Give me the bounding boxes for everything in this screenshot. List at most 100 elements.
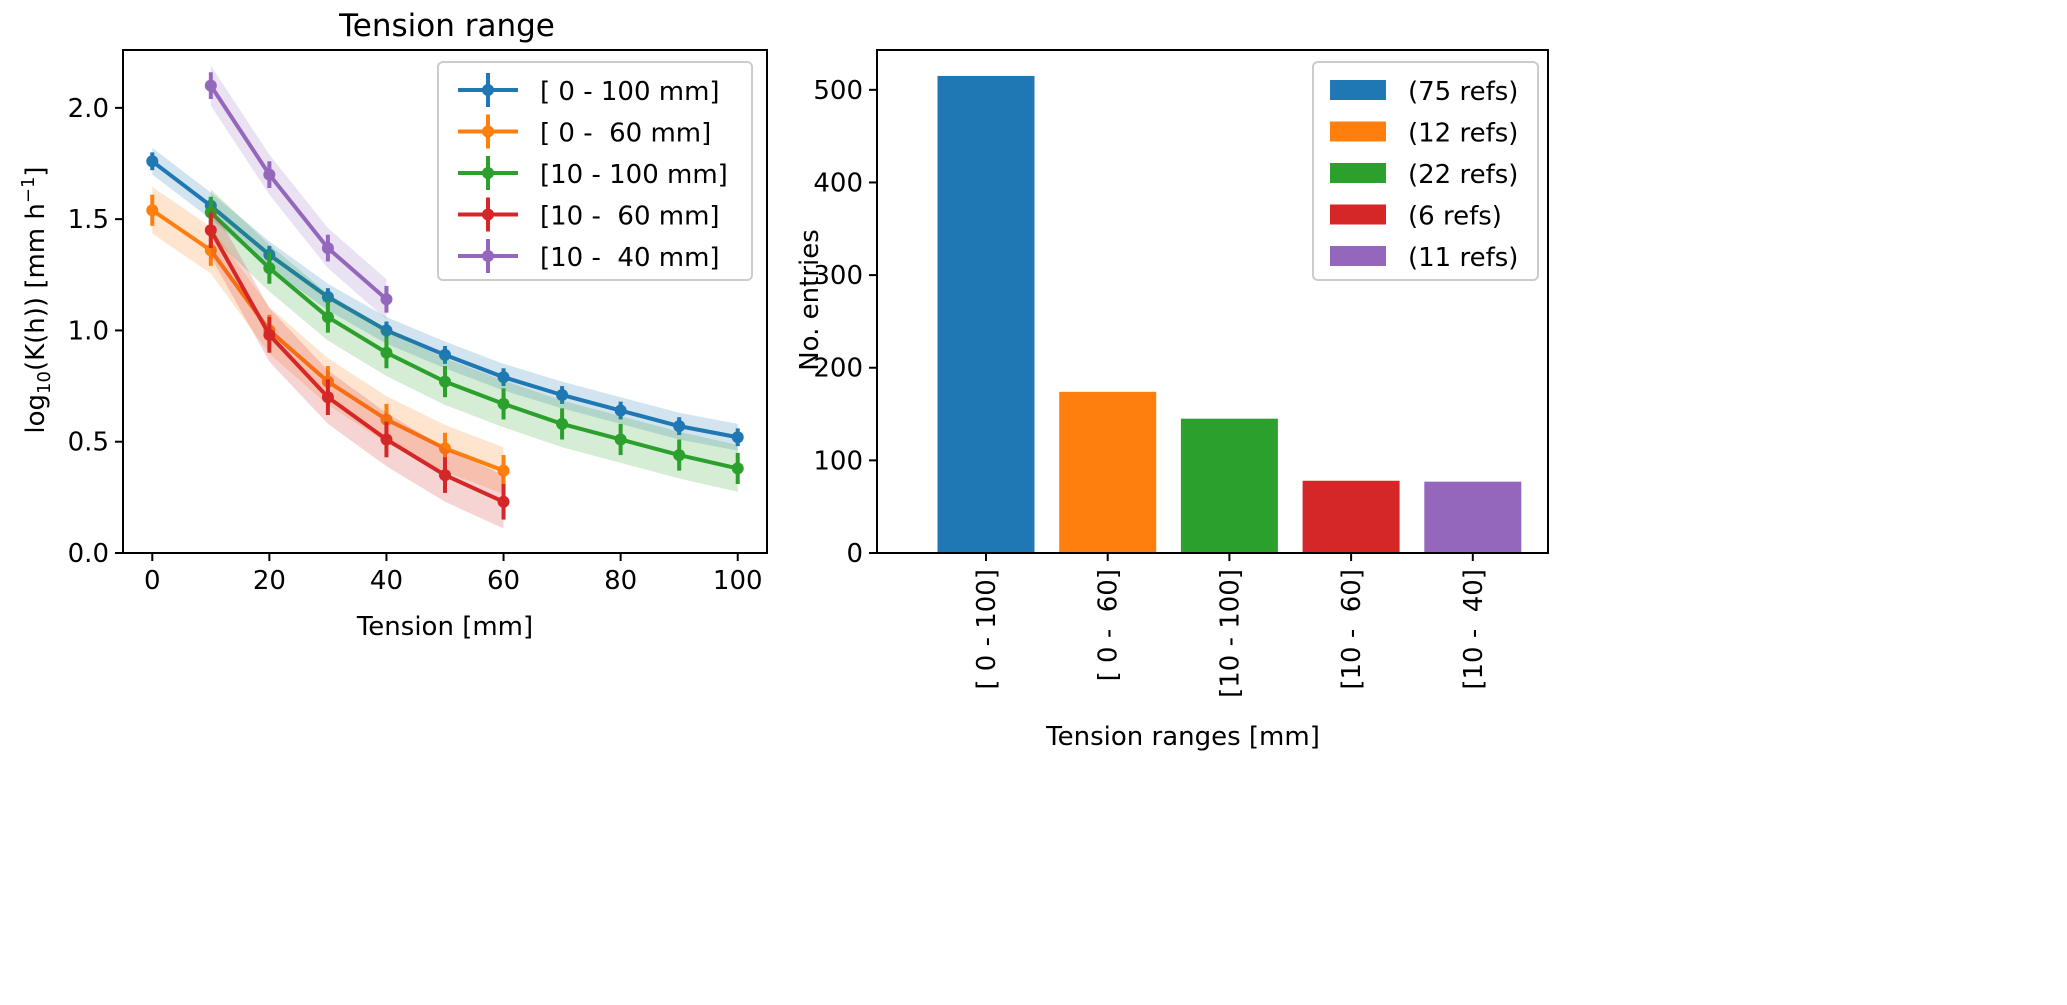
legend-marker xyxy=(482,84,494,96)
legend-label: [10 - 100 mm] xyxy=(540,160,728,190)
legend-swatch xyxy=(1330,121,1386,142)
data-point xyxy=(380,413,393,426)
legend-marker xyxy=(482,250,494,262)
y-tick-label: 200 xyxy=(813,354,863,384)
y-tick-label: 100 xyxy=(813,446,863,476)
series-line xyxy=(209,229,505,504)
data-point xyxy=(380,293,393,306)
legend-swatch xyxy=(1330,80,1386,100)
data-point xyxy=(497,464,510,477)
data-point xyxy=(439,348,451,361)
confidence-band xyxy=(210,203,504,529)
series-line xyxy=(209,211,739,471)
left-chart-title: Tension range xyxy=(338,8,555,44)
bar-chart: [ 0 - 100] [ 0 - 60] [10 - 100] [10 - 60] [1… xyxy=(813,49,1549,698)
data-point xyxy=(731,431,744,444)
x-tick-label: [ 0 - 100] xyxy=(972,569,1002,690)
data-point xyxy=(263,262,276,275)
data-point xyxy=(146,155,159,168)
series-line xyxy=(209,84,388,301)
legend-label: (6 refs) xyxy=(1408,202,1502,232)
legend-swatch xyxy=(1330,163,1386,183)
left-x-axis-label: Tension [mm] xyxy=(356,612,533,642)
legend-frame xyxy=(1312,61,1539,281)
data-point xyxy=(439,469,451,482)
series-2 xyxy=(204,189,744,492)
x-tick-label: 60 xyxy=(487,566,520,596)
y-tick-label: 2.0 xyxy=(68,94,109,124)
y-tick-label: 400 xyxy=(813,168,863,198)
data-point xyxy=(380,433,393,446)
x-tick-label: [10 - 60] xyxy=(1337,569,1367,690)
x-tick-label: [ 0 - 60] xyxy=(1094,569,1124,681)
y-tick-label: 0.0 xyxy=(68,539,109,569)
series-4 xyxy=(204,65,393,320)
bar-3 xyxy=(1302,480,1400,553)
x-tick-label: 40 xyxy=(370,566,403,596)
legend: (75 refs) (12 refs) (22 refs) (6 refs) (11 r… xyxy=(1312,61,1539,281)
data-point xyxy=(321,311,334,324)
data-point xyxy=(204,79,217,92)
data-point xyxy=(263,168,276,181)
series-3 xyxy=(204,203,510,529)
data-point xyxy=(439,375,451,388)
data-point xyxy=(497,371,510,384)
legend-label: (12 refs) xyxy=(1408,119,1518,149)
bar-4 xyxy=(1424,481,1522,553)
data-point xyxy=(321,391,334,404)
legend-marker xyxy=(482,208,494,221)
legend-label: (75 refs) xyxy=(1408,77,1518,107)
legend-swatch xyxy=(1330,204,1386,225)
y-tick-label: 0.5 xyxy=(68,428,109,458)
bar-0 xyxy=(937,75,1035,554)
bar-2 xyxy=(1180,418,1278,553)
plot-frame xyxy=(876,49,1549,554)
y-tick-label: 1.5 xyxy=(68,205,109,235)
data-point xyxy=(556,388,569,401)
data-point xyxy=(497,495,510,508)
confidence-band xyxy=(152,186,504,495)
data-point xyxy=(380,324,393,337)
plot-frame xyxy=(122,49,768,554)
x-tick-label: 80 xyxy=(604,566,637,596)
legend-swatch xyxy=(1330,246,1386,266)
x-tick-label: [10 - 40] xyxy=(1459,569,1489,690)
data-point xyxy=(321,291,334,304)
legend: [ 0 - 100 mm] [ 0 - 60 mm] [10 - 100 mm] [1… xyxy=(437,61,753,281)
data-point xyxy=(673,449,686,462)
data-point xyxy=(321,242,334,255)
y-tick-label: 1.0 xyxy=(68,316,109,346)
line-chart: 0 20 40 60 80 100 0.0 0.5 1.0 1.5 2.0 [ 0 - 100 mm]… xyxy=(68,49,768,596)
confidence-band xyxy=(210,65,387,320)
legend-label: [ 0 - 100 mm] xyxy=(540,77,720,107)
data-point xyxy=(614,433,627,446)
right-x-axis-label: Tension ranges [mm] xyxy=(1045,722,1320,752)
data-point xyxy=(497,397,510,410)
x-tick-label: [10 - 100] xyxy=(1215,569,1245,698)
data-point xyxy=(380,346,393,359)
legend-frame xyxy=(437,61,753,281)
data-point xyxy=(439,442,451,455)
legend-label: (22 refs) xyxy=(1408,160,1518,190)
data-point xyxy=(556,417,569,430)
x-tick-label: 20 xyxy=(253,566,286,596)
y-tick-label: 500 xyxy=(813,76,863,106)
legend-marker xyxy=(482,125,494,138)
legend-marker xyxy=(482,167,494,179)
data-point xyxy=(614,404,627,417)
x-tick-label: 0 xyxy=(144,566,161,596)
left-y-axis-label: log10(K(h)) [mm h−1] xyxy=(18,166,55,433)
bar-1 xyxy=(1059,391,1157,553)
data-point xyxy=(673,420,686,433)
y-tick-label: 0 xyxy=(846,539,863,569)
data-point xyxy=(204,244,217,257)
legend-label: [ 0 - 60 mm] xyxy=(540,119,711,149)
y-tick-label: 300 xyxy=(813,261,863,291)
data-point xyxy=(263,328,276,341)
x-tick-label: 100 xyxy=(713,566,763,596)
confidence-band xyxy=(210,189,738,492)
legend-label: [10 - 60 mm] xyxy=(540,202,720,232)
data-point xyxy=(146,204,159,217)
data-point xyxy=(204,224,217,237)
